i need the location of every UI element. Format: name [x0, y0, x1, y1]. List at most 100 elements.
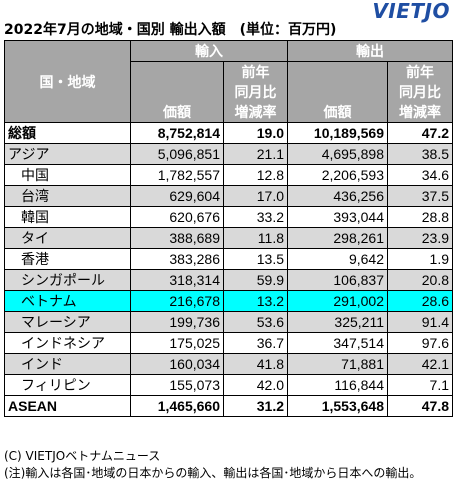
import-value: 8,752,814: [130, 122, 224, 144]
page-title: 2022年7月の地域・国別 輸出入額 (単位：百万円): [4, 22, 337, 38]
export-value: 1,553,648: [287, 395, 388, 417]
import-value-header: 価額: [130, 61, 224, 123]
table-row: 香港 383,286 13.5 9,642 1.9: [4, 248, 453, 270]
table-row: 中国 1,782,557 12.8 2,206,593 34.6: [4, 164, 453, 186]
export-value: 71,881: [287, 353, 388, 375]
change-label-2: 同月比: [234, 84, 277, 100]
change-label-3: 増減率: [234, 104, 277, 120]
table-row: ASEAN 1,465,660 31.2 1,553,648 47.8: [4, 395, 453, 417]
export-change: 28.8: [387, 206, 453, 228]
region-cell: インドネシア: [4, 332, 131, 354]
export-value: 347,514: [287, 332, 388, 354]
export-value-header: 価額: [287, 61, 388, 123]
export-value: 116,844: [287, 374, 388, 396]
export-change-header: 前年 同月比 増減率: [387, 61, 453, 123]
region-cell: 香港: [4, 248, 131, 270]
region-cell: ベトナム: [4, 290, 131, 312]
import-change: 42.0: [223, 374, 288, 396]
notes: (C) VIETJOベトナムニュース (注)輸入は各国･地域の日本からの輸入、輸…: [4, 448, 452, 482]
export-value: 298,261: [287, 227, 388, 249]
export-change: 1.9: [387, 248, 453, 270]
export-header: 輸出: [287, 40, 453, 62]
export-change: 34.6: [387, 164, 453, 186]
table-row: 韓国 620,676 33.2 393,044 28.8: [4, 206, 453, 228]
table-row: インドネシア 175,025 36.7 347,514 97.6: [4, 332, 453, 354]
import-change: 33.2: [223, 206, 288, 228]
change-label-1: 前年: [406, 64, 434, 80]
table-row: タイ 388,689 11.8 298,261 23.9: [4, 227, 453, 249]
change-label-1: 前年: [241, 64, 270, 80]
region-cell: 総額: [4, 122, 131, 144]
import-change: 17.0: [223, 185, 288, 207]
import-value: 383,286: [130, 248, 224, 270]
export-change: 47.2: [387, 122, 453, 144]
region-header: 国・地域: [4, 40, 131, 123]
region-cell: アジア: [4, 143, 131, 165]
change-label-2: 同月比: [399, 84, 441, 100]
export-value: 325,211: [287, 311, 388, 333]
export-change: 42.1: [387, 353, 453, 375]
export-value: 291,002: [287, 290, 388, 312]
export-change: 28.6: [387, 290, 453, 312]
import-change: 13.5: [223, 248, 288, 270]
table-row: アジア 5,096,851 21.1 4,695,898 38.5: [4, 143, 453, 165]
region-cell: 韓国: [4, 206, 131, 228]
export-value: 393,044: [287, 206, 388, 228]
table-row-highlighted: ベトナム 216,678 13.2 291,002 28.6: [4, 290, 453, 312]
export-change: 20.8: [387, 269, 453, 291]
export-change: 91.4: [387, 311, 453, 333]
import-change: 53.6: [223, 311, 288, 333]
export-value: 436,256: [287, 185, 388, 207]
table-row: シンガポール 318,314 59.9 106,837 20.8: [4, 269, 453, 291]
header-bar: VIETJO 2022年7月の地域・国別 輸出入額 (単位：百万円): [0, 0, 456, 40]
region-cell: タイ: [4, 227, 131, 249]
region-cell: シンガポール: [4, 269, 131, 291]
region-cell: 中国: [4, 164, 131, 186]
copyright-note: (C) VIETJOベトナムニュース: [4, 449, 161, 463]
table-row: 総額 8,752,814 19.0 10,189,569 47.2: [4, 122, 453, 144]
table-row: インド 160,034 41.8 71,881 42.1: [4, 353, 453, 375]
import-change: 41.8: [223, 353, 288, 375]
import-change: 36.7: [223, 332, 288, 354]
import-change: 11.8: [223, 227, 288, 249]
import-change-header: 前年 同月比 増減率: [223, 61, 288, 123]
import-change: 13.2: [223, 290, 288, 312]
trade-table: 国・地域 輸入 輸出 価額 前年 同月比 増減率 価額 前年 同月比 増減率: [4, 40, 453, 417]
import-value: 1,782,557: [130, 164, 224, 186]
export-change: 23.9: [387, 227, 453, 249]
export-value: 10,189,569: [287, 122, 388, 144]
import-value: 1,465,660: [130, 395, 224, 417]
import-value: 175,025: [130, 332, 224, 354]
export-change: 47.8: [387, 395, 453, 417]
region-cell: インド: [4, 353, 131, 375]
import-value: 155,073: [130, 374, 224, 396]
import-header: 輸入: [130, 40, 288, 62]
export-change: 37.5: [387, 185, 453, 207]
export-value: 106,837: [287, 269, 388, 291]
region-cell: マレーシア: [4, 311, 131, 333]
export-change: 7.1: [387, 374, 453, 396]
import-value: 160,034: [130, 353, 224, 375]
import-value: 388,689: [130, 227, 224, 249]
import-change: 21.1: [223, 143, 288, 165]
export-value: 9,642: [287, 248, 388, 270]
export-value: 2,206,593: [287, 164, 388, 186]
table-row: 台湾 629,604 17.0 436,256 37.5: [4, 185, 453, 207]
region-cell: ASEAN: [4, 395, 131, 417]
import-value: 199,736: [130, 311, 224, 333]
vietjo-logo: VIETJO: [372, 0, 450, 23]
table-row: フィリピン 155,073 42.0 116,844 7.1: [4, 374, 453, 396]
change-label-3: 増減率: [399, 104, 441, 120]
footnote: (注)輸入は各国･地域の日本からの輸入、輸出は各国･地域から日本への輸出。: [4, 466, 422, 480]
table-row: マレーシア 199,736 53.6 325,211 91.4: [4, 311, 453, 333]
export-value: 4,695,898: [287, 143, 388, 165]
import-value: 620,676: [130, 206, 224, 228]
import-value: 629,604: [130, 185, 224, 207]
import-value: 216,678: [130, 290, 224, 312]
region-cell: 台湾: [4, 185, 131, 207]
region-cell: フィリピン: [4, 374, 131, 396]
import-change: 31.2: [223, 395, 288, 417]
import-change: 59.9: [223, 269, 288, 291]
import-change: 19.0: [223, 122, 288, 144]
